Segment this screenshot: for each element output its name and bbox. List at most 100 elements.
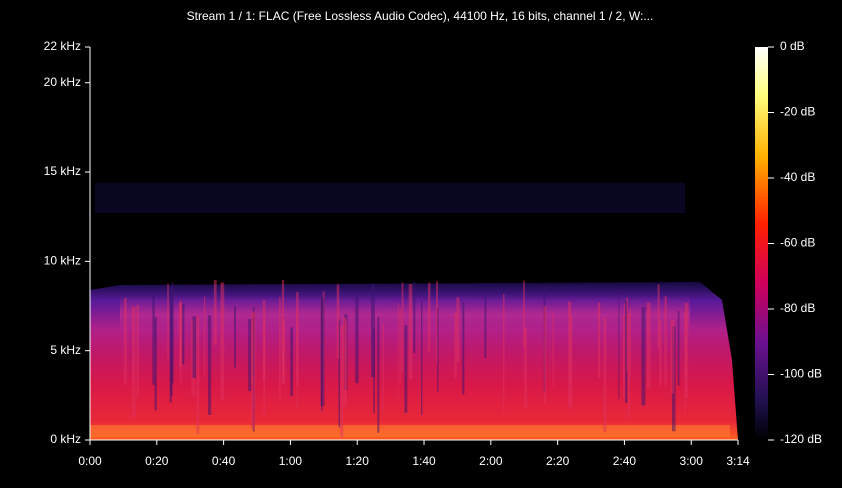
streak — [154, 317, 157, 411]
x-tick-label: 0:00 — [78, 454, 102, 468]
x-tick-label: 2:20 — [546, 454, 570, 468]
streak — [397, 302, 399, 401]
streak — [382, 323, 384, 414]
streak — [343, 317, 347, 408]
x-tick-label: 3:14 — [726, 454, 750, 468]
streak — [170, 295, 173, 396]
streak — [248, 319, 252, 392]
streak — [454, 313, 457, 379]
y-tick-label: 0 kHz — [50, 432, 81, 446]
streak — [136, 304, 139, 398]
colorbar-tick-label: -60 dB — [780, 236, 815, 250]
title: Stream 1 / 1: FLAC (Free Lossless Audio … — [187, 9, 654, 23]
streak — [203, 296, 206, 377]
streak — [436, 281, 439, 363]
streak — [543, 306, 547, 403]
streak — [296, 310, 298, 409]
streak — [123, 297, 127, 385]
x-tick-label: 0:40 — [212, 454, 236, 468]
streak — [624, 300, 628, 403]
streak — [196, 316, 200, 435]
streak — [220, 282, 225, 401]
streak — [523, 280, 525, 348]
colorbar-tick-label: -80 dB — [780, 301, 815, 315]
colorbar-tick-label: -120 dB — [780, 432, 822, 446]
streak — [428, 282, 431, 353]
x-tick-label: 3:00 — [680, 454, 704, 468]
streak — [340, 325, 344, 438]
streak — [684, 302, 689, 399]
streak — [629, 308, 631, 379]
streak — [677, 311, 680, 386]
streak — [684, 312, 687, 414]
streak — [338, 319, 341, 428]
colorbar-tick-label: -40 dB — [780, 170, 815, 184]
spectrum-low — [90, 425, 730, 437]
streak — [641, 307, 646, 406]
streak — [370, 283, 375, 378]
x-tick-label: 0:20 — [145, 454, 169, 468]
streak — [336, 284, 340, 359]
streak — [167, 283, 169, 362]
x-tick-label: 1:00 — [279, 454, 303, 468]
streak — [622, 316, 625, 399]
streak — [659, 320, 662, 386]
streak — [568, 301, 572, 408]
streak — [626, 297, 629, 372]
streak — [456, 297, 460, 363]
streak — [623, 303, 626, 400]
spectrum-streaks — [123, 280, 689, 438]
streak — [664, 296, 667, 386]
streak — [646, 302, 651, 389]
streak — [377, 316, 380, 433]
streak — [281, 280, 285, 384]
streak — [552, 312, 554, 387]
streak — [502, 294, 505, 414]
colorbar-tick-label: 0 dB — [780, 39, 805, 53]
streak — [597, 302, 601, 379]
streak — [627, 313, 630, 418]
x-tick-label: 1:20 — [346, 454, 370, 468]
y-tick-label: 10 kHz — [44, 254, 81, 268]
y-tick-label: 22 kHz — [44, 39, 81, 53]
streak — [131, 306, 136, 418]
streak — [345, 321, 347, 403]
x-tick-label: 2:00 — [479, 454, 503, 468]
streak — [657, 284, 660, 350]
axes: 0 kHz 5 kHz 10 kHz 15 kHz 20 kHz 22 kHz 0:00 0:… — [44, 39, 822, 468]
streak — [399, 308, 401, 383]
streak — [524, 328, 527, 409]
streak — [192, 316, 197, 379]
streak — [413, 281, 416, 353]
y-tick-label: 20 kHz — [44, 75, 81, 89]
streak — [208, 315, 212, 415]
streak — [408, 283, 413, 380]
streak — [484, 293, 487, 359]
x-tick-label: 2:40 — [613, 454, 637, 468]
streak — [462, 301, 465, 395]
streak — [404, 325, 408, 413]
streak — [263, 319, 266, 416]
streak — [401, 282, 404, 372]
streak — [603, 317, 607, 433]
spectrum-image — [90, 183, 738, 440]
streak — [290, 327, 294, 397]
streak — [320, 297, 325, 407]
streak — [251, 311, 255, 429]
colorbar — [755, 47, 768, 440]
streak — [355, 295, 359, 384]
x-tick-label: 1:40 — [412, 454, 436, 468]
streak — [213, 280, 217, 346]
streak — [618, 288, 620, 399]
colorbar-tick-label: -20 dB — [780, 105, 815, 119]
streak — [570, 315, 573, 411]
streak — [234, 306, 237, 368]
y-tick-label: 5 kHz — [50, 343, 81, 357]
streak — [178, 302, 183, 367]
streak — [182, 303, 185, 365]
streak — [152, 292, 155, 385]
colorbar-tick-label: -100 dB — [780, 367, 822, 381]
y-tick-label: 15 kHz — [44, 164, 81, 178]
streak — [421, 301, 423, 416]
